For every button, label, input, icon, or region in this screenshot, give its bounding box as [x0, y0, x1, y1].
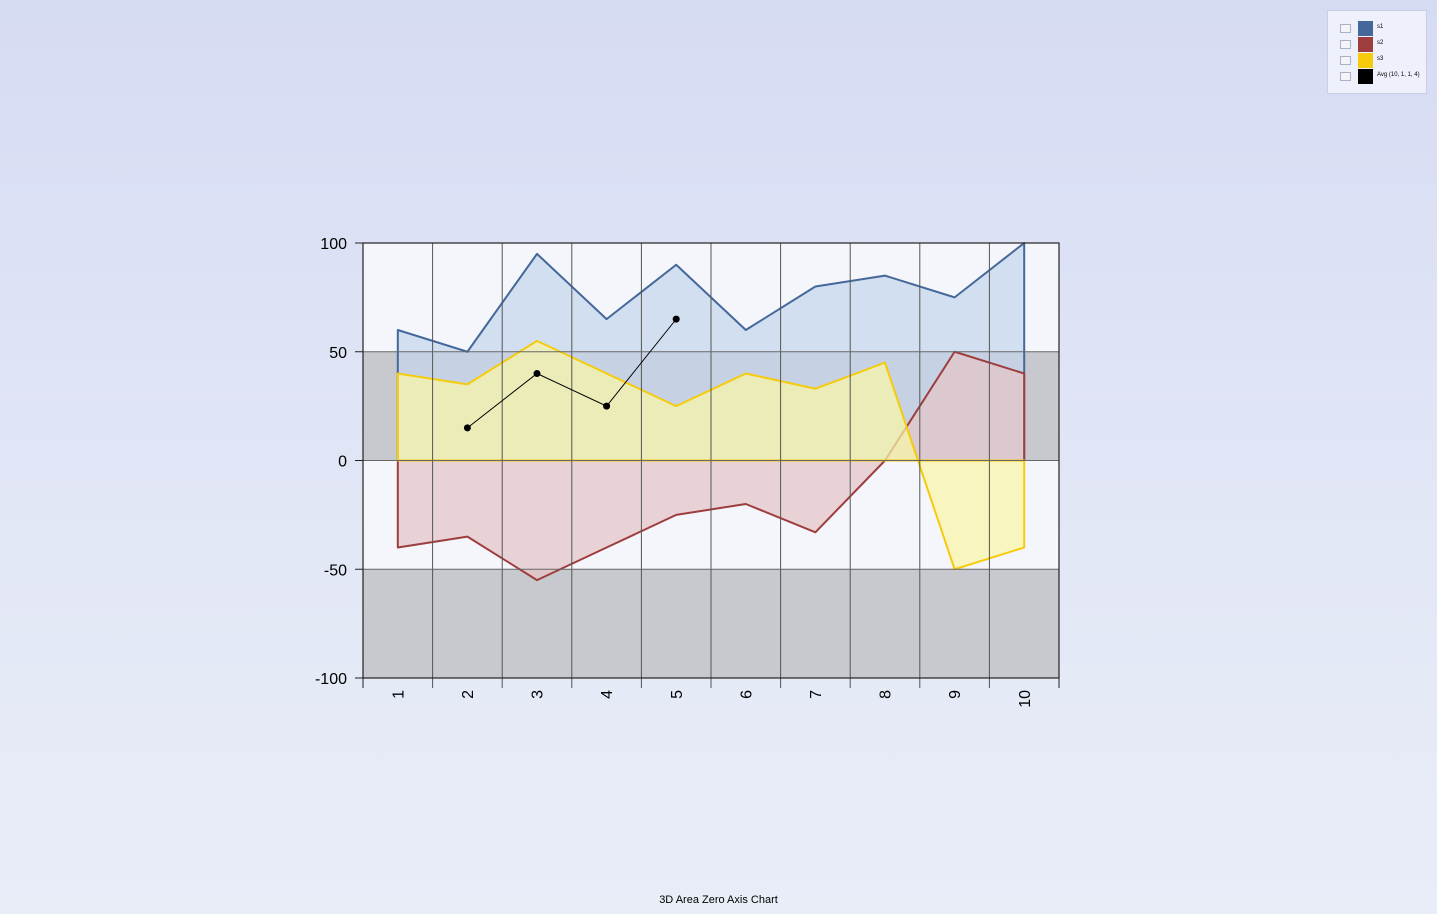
y-tick-label: 100 [320, 236, 347, 253]
x-tick-label: 6 [738, 690, 755, 699]
line-point [603, 402, 611, 410]
x-tick-label: 4 [599, 690, 616, 699]
legend-label: s3 [1377, 56, 1384, 62]
line-point [463, 424, 471, 432]
area-chart-icon [1340, 40, 1351, 49]
line-chart-icon [1340, 72, 1351, 81]
gridlines [363, 243, 1059, 688]
x-tick-label: 8 [878, 690, 895, 699]
line-point [533, 370, 541, 377]
line-series [463, 315, 680, 432]
chart-title: 3D Area Zero Axis Chart [659, 894, 778, 906]
area-chart-icon [1340, 56, 1351, 65]
x-tick-label: 7 [808, 690, 825, 699]
legend-label: s2 [1377, 40, 1384, 46]
legend-swatch [1358, 69, 1373, 84]
plot-frame [355, 242, 1060, 688]
line-Avg (10, 1, 1, 4) [467, 318, 677, 429]
y-axis-labels: 100 50 0 -50 -100 [315, 236, 347, 688]
y-tick-label: -50 [324, 562, 347, 579]
x-tick-label: 5 [669, 690, 686, 699]
x-axis-labels: 1 2 3 4 5 6 7 8 9 10 [390, 690, 1033, 708]
line-point [672, 315, 680, 323]
x-tick-label: 10 [1017, 690, 1034, 708]
y-tick-label: -100 [315, 671, 347, 688]
x-tick-label: 1 [390, 690, 407, 699]
legend: s1 s2 s3 Avg (10, 1, 1, 4) [1327, 10, 1427, 94]
y-tick-label: 50 [329, 345, 347, 362]
legend-swatch [1358, 21, 1373, 36]
area-chart-icon [1340, 24, 1351, 33]
x-tick-label: 3 [530, 690, 547, 699]
y-tick-label: 0 [338, 454, 347, 471]
legend-label: s1 [1377, 24, 1384, 30]
legend-swatch [1358, 37, 1373, 52]
x-tick-label: 9 [947, 690, 964, 699]
legend-swatch [1358, 53, 1373, 68]
legend-label: Avg (10, 1, 1, 4) [1377, 72, 1420, 78]
x-tick-label: 2 [460, 690, 477, 699]
